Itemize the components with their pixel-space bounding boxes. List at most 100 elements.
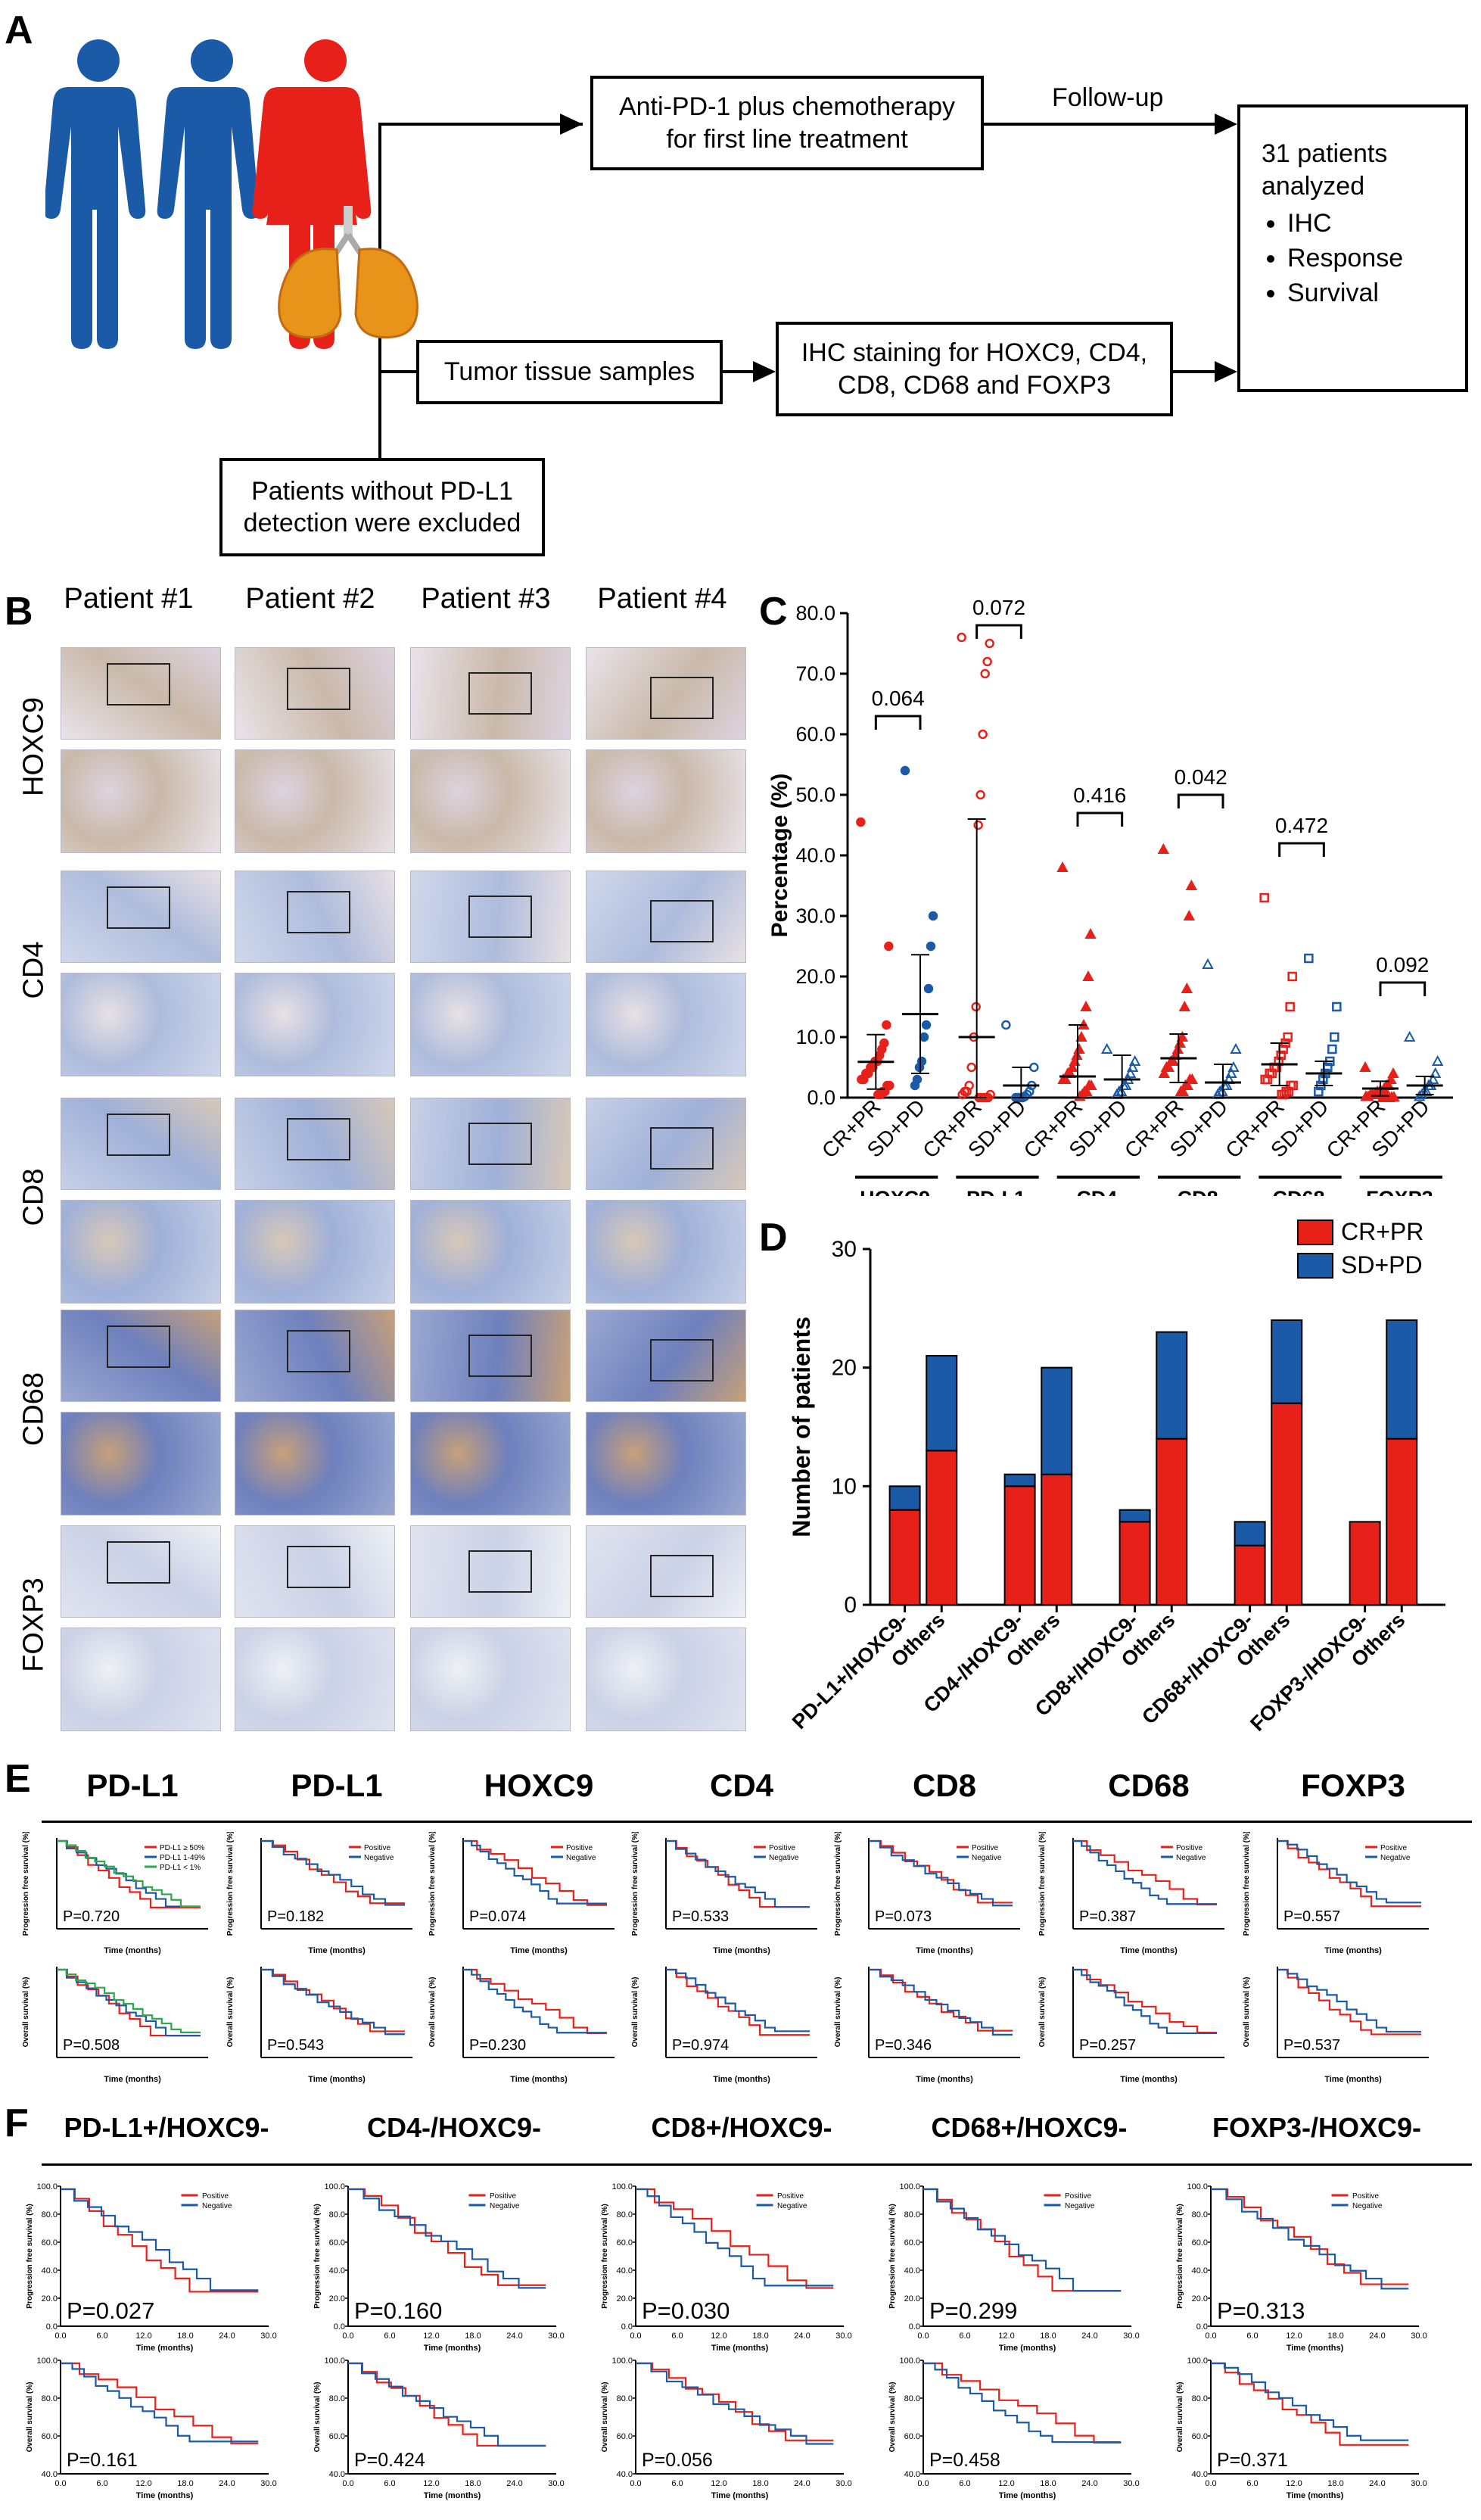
bar-segment [1234, 1521, 1266, 1547]
y-tick-label: 40.0 [329, 2266, 345, 2275]
legend-label: Negative [1380, 1854, 1411, 1862]
zoom-region [468, 1123, 532, 1165]
x-axis-label: Time (months) [136, 2491, 194, 2500]
excluded-box-text: Patients without PD-L1 detection were ex… [243, 476, 521, 538]
row-label: FOXP3 [17, 1578, 50, 1672]
data-point [910, 1080, 920, 1091]
x-tick-label: 12.0 [1286, 2332, 1302, 2341]
y-tick-label: 100.0 [611, 2356, 633, 2366]
data-point [1126, 1061, 1139, 1072]
data-point [980, 668, 990, 679]
p-value-label: P=0.371 [1217, 2450, 1288, 2471]
legend-label: Positive [566, 1844, 593, 1852]
y-tick-label: 0.0 [334, 2322, 345, 2332]
survival-curve [261, 1839, 405, 1905]
data-point [921, 1020, 932, 1030]
arrow-right-icon [1215, 361, 1237, 382]
data-point [971, 1001, 981, 1012]
panel-label-a: A [5, 8, 33, 52]
y-tick-label: 100.0 [324, 2182, 345, 2191]
x-tick-label: 0.0 [342, 2479, 353, 2488]
flow-connector [984, 123, 1218, 126]
y-tick-label: 70.0 [795, 662, 835, 685]
survival-curve [1211, 2362, 1409, 2441]
data-point [1259, 892, 1269, 903]
legend-label: Positive [769, 1844, 795, 1852]
group-label: CD68 [1272, 1187, 1324, 1196]
panel-label-e: E [5, 1757, 31, 1801]
bar-segment [1156, 1331, 1188, 1440]
survival-curve [1211, 2188, 1409, 2285]
y-axis-label: Overall survival (%) [26, 2382, 34, 2453]
p-value-label: P=0.074 [469, 1908, 526, 1925]
y-tick-label: 100.0 [899, 2182, 920, 2191]
y-tick-label: 60.0 [42, 2238, 58, 2247]
survival-curve [57, 1968, 201, 2037]
y-tick-label: 30 [832, 1237, 857, 1262]
y-tick-label: 40.0 [904, 2266, 920, 2275]
bar-segment [1271, 1319, 1303, 1404]
y-tick-label: 100.0 [899, 2356, 920, 2366]
result-title: 31 patients analyzed [1262, 139, 1388, 201]
follow-up-label: Follow-up [1052, 83, 1164, 112]
bar-segment [1386, 1438, 1418, 1606]
row-label: HOXC9 [17, 697, 50, 796]
data-point [919, 1032, 929, 1042]
zoom-region [107, 886, 170, 929]
x-tick-label: 30.0 [1123, 2332, 1139, 2341]
y-axis-label: Progression free survival (%) [631, 1832, 639, 1936]
legend-swatch [1297, 1220, 1333, 1245]
x-tick-label: 30.0 [260, 2479, 276, 2488]
data-point [1084, 927, 1097, 939]
micrograph-zoom [586, 1200, 746, 1304]
km-title: HOXC9 [484, 1768, 594, 1803]
data-point [1225, 1067, 1237, 1078]
y-axis-label: Overall survival (%) [888, 2382, 897, 2453]
data-point [1057, 1073, 1069, 1084]
km-plot: 0.0 20.0 40.0 60.0 80.0 100.0 0.0 6.0 12.0 18.0 24… [601, 2182, 852, 2353]
x-axis-label: Time (months) [136, 2344, 194, 2353]
p-value-label: P=0.974 [672, 2037, 729, 2054]
p-value-label: P=0.230 [469, 2037, 526, 2054]
significance-bracket [1177, 793, 1224, 808]
km-plot: Time (months) Progression free survival (… [834, 1832, 1020, 1955]
x-tick-label: 12.0 [711, 2332, 726, 2341]
y-tick-label: 80.0 [617, 2210, 633, 2219]
y-tick-label: 20.0 [795, 965, 835, 988]
x-axis-label: Time (months) [510, 1946, 568, 1955]
x-tick-label: 18.0 [1040, 2332, 1056, 2341]
treatment-box-text: Anti-PD-1 plus chemotherapy for first li… [618, 92, 956, 154]
y-tick-label: 60.0 [904, 2238, 920, 2247]
x-tick-label: PD-L1+/HOXC9- [788, 1609, 913, 1733]
zoom-region [107, 1325, 170, 1368]
excluded-box: Patients without PD-L1 detection were ex… [219, 458, 545, 556]
survival-curve [666, 1968, 810, 2036]
micrograph-overview [586, 1098, 746, 1190]
km-plot: 0.0 20.0 40.0 60.0 80.0 100.0 0.0 6.0 12.0 18.0 24… [888, 2182, 1140, 2353]
bar-segment [1349, 1521, 1381, 1606]
y-tick-label: 100.0 [324, 2356, 345, 2366]
x-axis-label: Time (months) [1120, 1946, 1178, 1955]
y-tick-label: 20.0 [617, 2294, 633, 2304]
zoom-region [468, 672, 532, 715]
data-point [882, 1020, 891, 1030]
y-axis-label: Overall survival (%) [1243, 1977, 1251, 2048]
x-axis-label: Time (months) [916, 2075, 973, 2084]
zoom-region [287, 1118, 350, 1160]
bar-segment [1041, 1366, 1073, 1475]
x-tick-label: 12.0 [998, 2332, 1014, 2341]
micrograph-overview [61, 871, 221, 963]
bar-segment [1271, 1402, 1303, 1606]
data-point [957, 632, 966, 643]
bar-segment [926, 1450, 958, 1606]
x-tick-label: 18.0 [177, 2332, 193, 2341]
x-axis-label: Time (months) [713, 1946, 770, 1955]
x-tick-label: 30.0 [835, 2479, 851, 2488]
data-point [1403, 1030, 1416, 1042]
micrograph-overview [586, 1525, 746, 1618]
arrow-right-icon [1215, 114, 1237, 135]
survival-curve [869, 1968, 1013, 2032]
y-tick-label: 0.0 [621, 2322, 633, 2332]
x-axis-label: Time (months) [999, 2491, 1056, 2500]
panel-label-b: B [5, 590, 33, 634]
